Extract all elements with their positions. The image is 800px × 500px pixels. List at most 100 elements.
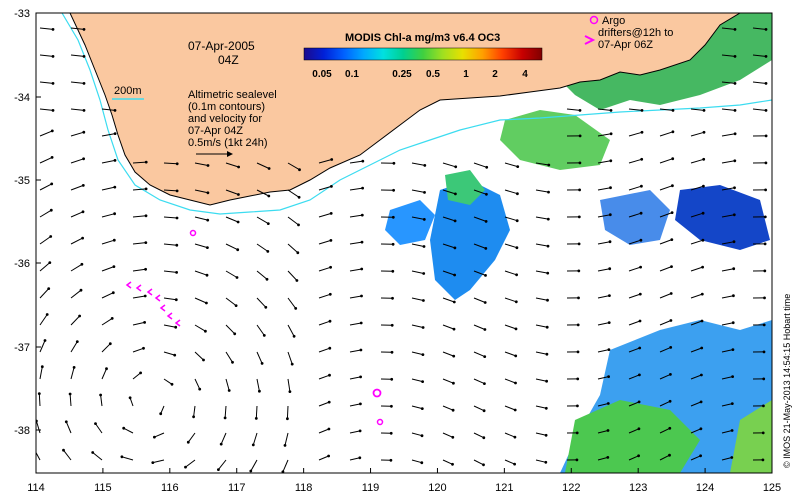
chl-patch-central-green [445, 170, 485, 205]
velocity-vector [597, 403, 609, 407]
velocity-vector-head [730, 456, 734, 459]
velocity-vector [70, 289, 82, 299]
velocity-vector-head [51, 28, 55, 31]
velocity-vector-head [328, 319, 332, 323]
velocity-vector-head [699, 427, 703, 431]
x-tick-label: 123 [629, 482, 647, 494]
velocity-vector-head [763, 269, 767, 273]
velocity-vector [39, 209, 52, 218]
velocity-vector-head [514, 300, 518, 304]
velocity-vector-head [142, 346, 145, 350]
x-tick-label: 122 [562, 482, 580, 494]
velocity-vector [752, 108, 767, 111]
velocity-vector-head [762, 404, 765, 408]
velocity-vector-head [668, 399, 672, 403]
velocity-vector-head [700, 373, 703, 377]
velocity-vector-head [764, 188, 767, 192]
velocity-vector-head [110, 317, 114, 320]
velocity-vector-head [421, 380, 424, 383]
velocity-vector-head [330, 158, 334, 161]
velocity-vector-head [761, 458, 765, 462]
velocity-vector-head [139, 371, 143, 375]
velocity-vector-head [113, 159, 117, 162]
velocity-vector-head [235, 276, 239, 279]
velocity-vector-head [638, 292, 642, 296]
velocity-vector-head [112, 238, 116, 242]
velocity-vector-head [731, 321, 735, 325]
velocity-vector [70, 315, 80, 326]
velocity-vector [163, 189, 178, 192]
velocity-vector-head [764, 55, 768, 58]
velocity-vector [187, 432, 196, 443]
x-tick-label: 125 [763, 482, 781, 494]
velocity-vector-head [730, 429, 734, 432]
velocity-vector-head [577, 296, 580, 300]
velocity-vector [318, 212, 332, 218]
velocity-vector-head [607, 321, 611, 324]
argo-legend-line-3: 07-Apr 06Z [598, 39, 653, 51]
velocity-vector [256, 162, 270, 169]
velocity-vector-head [423, 164, 427, 167]
velocity-vector [256, 189, 270, 197]
velocity-vector-head [485, 192, 488, 196]
velocity-vector-head [578, 161, 582, 165]
velocity-vector [659, 131, 674, 137]
sealevel-legend: Altimetric sealevel (0.1m contours) and … [188, 89, 277, 157]
velocity-vector-head [545, 352, 549, 356]
velocity-vector [721, 214, 735, 218]
velocity-vector [194, 324, 206, 332]
velocity-vector-head [113, 109, 117, 112]
velocity-vector-head [640, 184, 643, 188]
velocity-vector-head [328, 373, 331, 377]
velocity-vector-head [82, 157, 85, 161]
velocity-vector-head [144, 214, 148, 218]
velocity-vector-head [763, 215, 767, 219]
velocity-vector-head [175, 189, 179, 193]
date-label: 07-Apr-2005 [188, 39, 255, 53]
velocity-vector-head [733, 159, 737, 163]
velocity-vector [282, 459, 289, 472]
velocity-vector-head [264, 305, 268, 309]
velocity-vector [163, 351, 175, 356]
velocity-vector [92, 452, 103, 461]
y-tick-label: -33 [14, 8, 30, 20]
velocity-vector-head [267, 194, 271, 198]
velocity-vector [100, 394, 103, 407]
velocity-vector-head [206, 164, 210, 167]
velocity-vector-head [389, 458, 393, 462]
velocity-vector [256, 324, 265, 336]
velocity-vector-head [43, 339, 47, 342]
velocity-vector [132, 372, 141, 380]
velocity-vector-head [390, 404, 393, 408]
velocity-vector-head [609, 159, 613, 163]
velocity-vector [504, 405, 516, 411]
velocity-vector [132, 268, 146, 272]
velocity-vector-head [329, 265, 332, 269]
legend-line-2: (0.1m contours) [188, 101, 265, 113]
x-tick-label: 118 [295, 482, 313, 494]
velocity-vector-head [421, 326, 425, 329]
velocity-vector-head [700, 292, 704, 296]
velocity-vector-head [577, 242, 581, 246]
velocity-vector-head [639, 211, 643, 215]
colorbar-tick-label: 0.25 [392, 69, 412, 80]
colorbar-tick-label: 0.1 [345, 69, 359, 80]
velocity-vector-head [513, 408, 517, 412]
velocity-vector [318, 374, 330, 380]
velocity-vector [132, 347, 144, 353]
y-tick-label: -38 [14, 425, 30, 437]
velocity-vector-head [68, 392, 72, 396]
colorbar-tick-label: 2 [492, 69, 498, 80]
velocity-vector-head [51, 55, 55, 58]
velocity-vector [70, 367, 75, 380]
time-label: 04Z [218, 53, 239, 67]
velocity-vector-head [330, 185, 333, 188]
velocity-vector-head [297, 195, 301, 199]
velocity-vector-head [671, 157, 675, 161]
velocity-vector-head [389, 431, 393, 435]
y-tick-label: -35 [14, 175, 30, 187]
chl-patch-southeast-green [565, 400, 700, 473]
velocity-vector [504, 243, 518, 249]
velocity-vector-head [120, 455, 124, 459]
